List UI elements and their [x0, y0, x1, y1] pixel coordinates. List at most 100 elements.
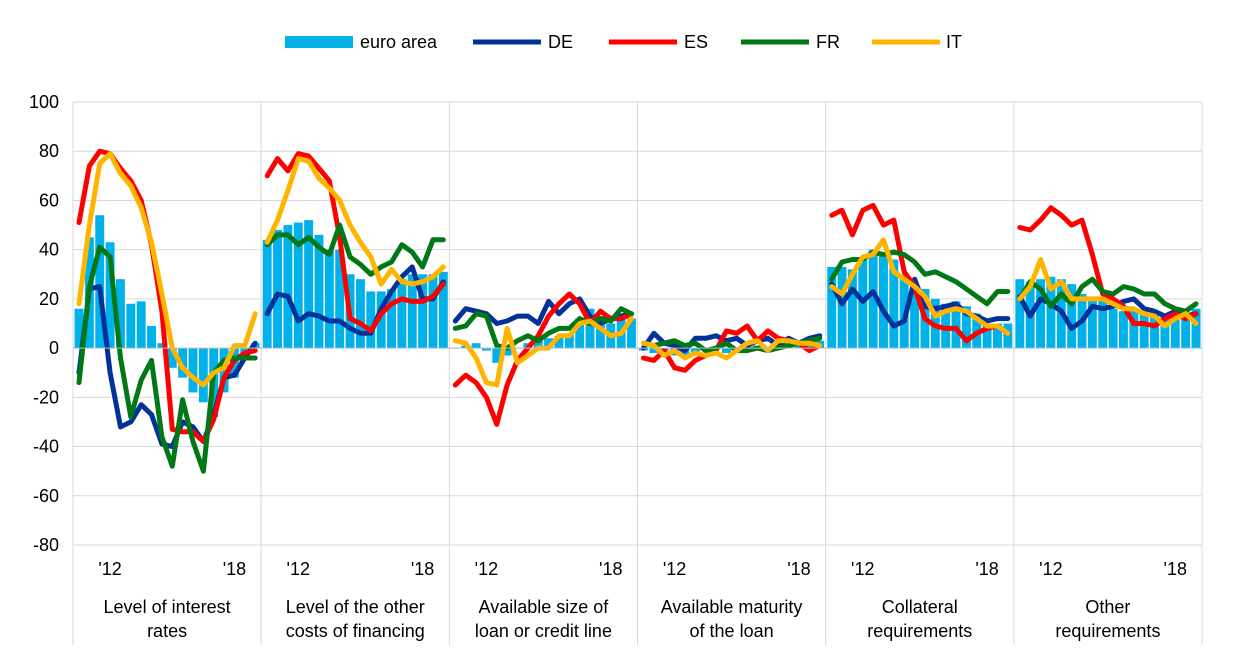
- country-lines: [76, 148, 1199, 474]
- euro-area-bar: [564, 333, 574, 349]
- euro-area-bar: [198, 348, 208, 403]
- series-line-fr: [264, 222, 446, 277]
- euro-area-bar: [1139, 313, 1149, 349]
- euro-area-bar: [1067, 284, 1077, 349]
- series-line-es: [264, 151, 446, 334]
- series-line-it: [641, 338, 823, 361]
- euro-area-bar: [376, 291, 386, 349]
- euro-area-bar: [397, 279, 407, 349]
- euro-area-bar: [554, 335, 564, 349]
- panel-label: Available maturity: [661, 597, 803, 617]
- panel-label: Level of interest: [104, 597, 231, 617]
- euro-area-bar: [1046, 276, 1056, 349]
- euro-area-bar: [502, 348, 512, 356]
- legend: euro area DE ES FR IT: [285, 32, 962, 52]
- panel-label: Available size of: [479, 597, 610, 617]
- x-tick-label: '18: [1164, 559, 1187, 579]
- euro-area-bar: [879, 254, 888, 349]
- euro-area-bar: [1160, 316, 1170, 349]
- panel-label: of the loan: [690, 621, 774, 641]
- euro-area-bar: [1129, 311, 1139, 349]
- y-tick-label: -20: [33, 387, 59, 407]
- series-line-de: [264, 264, 446, 336]
- x-tick-label: '12: [663, 559, 686, 579]
- panel-label: requirements: [1055, 621, 1160, 641]
- euro-area-bar: [1191, 308, 1201, 349]
- euro-area-bar: [1036, 279, 1046, 349]
- y-tick-label: 40: [39, 240, 59, 260]
- x-tick-label: '12: [1039, 559, 1062, 579]
- panel-label: Level of the other: [286, 597, 425, 617]
- euro-area-bar: [147, 325, 156, 349]
- series-line-es: [829, 202, 1011, 344]
- euro-area-bar: [105, 242, 115, 349]
- euro-area-bar: [304, 220, 314, 349]
- euro-area-bar: [283, 225, 293, 349]
- euro-area-bar: [1181, 313, 1191, 349]
- euro-area-bar: [721, 348, 731, 354]
- euro-area-bar: [1003, 323, 1013, 349]
- euro-area-bar: [1150, 313, 1160, 349]
- euro-area-bar: [167, 348, 177, 368]
- euro-area-bar: [847, 269, 857, 349]
- euro-area-bar: [1108, 308, 1118, 349]
- x-tick-label: '12: [287, 559, 310, 579]
- legend-label: euro area: [360, 32, 438, 52]
- series-line-fr: [452, 306, 634, 351]
- euro-area-bar: [575, 318, 585, 349]
- euro-area-bar: [595, 316, 605, 349]
- euro-area-bar: [910, 284, 920, 349]
- panel-label: rates: [147, 621, 187, 641]
- euro-area-bar: [324, 249, 334, 349]
- euro-area-bar: [418, 274, 428, 349]
- euro-area-bar: [136, 301, 146, 349]
- x-tick-label: '12: [98, 559, 121, 579]
- euro-area-bar: [262, 239, 272, 349]
- euro-area-bar: [827, 266, 837, 349]
- euro-area-bar: [293, 222, 303, 349]
- legend-label: FR: [816, 32, 840, 52]
- series-line-es: [1017, 205, 1199, 329]
- euro-area-bar: [889, 259, 899, 349]
- panel-label: Collateral: [882, 597, 958, 617]
- x-axis-ticks: '12 '18 '12 '18 '12 '18 '12 '18 '12 '18 '12 '18: [98, 559, 1187, 579]
- panel-label: requirements: [867, 621, 972, 641]
- euro-area-bar: [1087, 298, 1097, 349]
- series-line-es: [452, 291, 634, 427]
- x-tick-label: '18: [599, 559, 622, 579]
- euro-area-bar: [188, 348, 198, 393]
- euro-area-bar: [428, 274, 438, 349]
- series-line-it: [1017, 257, 1199, 329]
- y-tick-label: 0: [49, 338, 59, 358]
- panel-label: loan or credit line: [475, 621, 612, 641]
- euro-area-bar: [837, 266, 847, 349]
- euro-area-bar: [273, 229, 282, 349]
- legend-swatch-euro-area: [285, 36, 353, 48]
- euro-area-bar: [1170, 318, 1180, 349]
- panel-label: costs of financing: [286, 621, 425, 641]
- x-tick-label: '18: [223, 559, 246, 579]
- euro-area-bar: [126, 303, 136, 349]
- y-tick-label: -40: [33, 437, 59, 457]
- euro-area-bar: [649, 348, 659, 354]
- euro-area-bar: [533, 340, 543, 349]
- series-line-es: [76, 148, 258, 445]
- euro-area-bar: [544, 338, 554, 349]
- euro-area-bar: [471, 343, 481, 349]
- euro-area-bar: [1015, 279, 1025, 349]
- y-tick-label: 20: [39, 289, 59, 309]
- euro-area-bar: [481, 348, 491, 351]
- euro-area-bar: [355, 279, 365, 349]
- x-tick-label: '12: [475, 559, 498, 579]
- euro-area-bar: [438, 271, 448, 349]
- euro-area-bar: [95, 215, 105, 349]
- euro-area-bar: [982, 323, 992, 349]
- y-tick-label: 60: [39, 190, 59, 210]
- series-line-fr: [1017, 276, 1199, 314]
- y-tick-label: -80: [33, 535, 59, 555]
- euro-area-bar: [115, 279, 125, 349]
- euro-area-bar: [314, 234, 324, 349]
- euro-area-bar: [387, 289, 396, 349]
- euro-area-bar: [951, 301, 961, 349]
